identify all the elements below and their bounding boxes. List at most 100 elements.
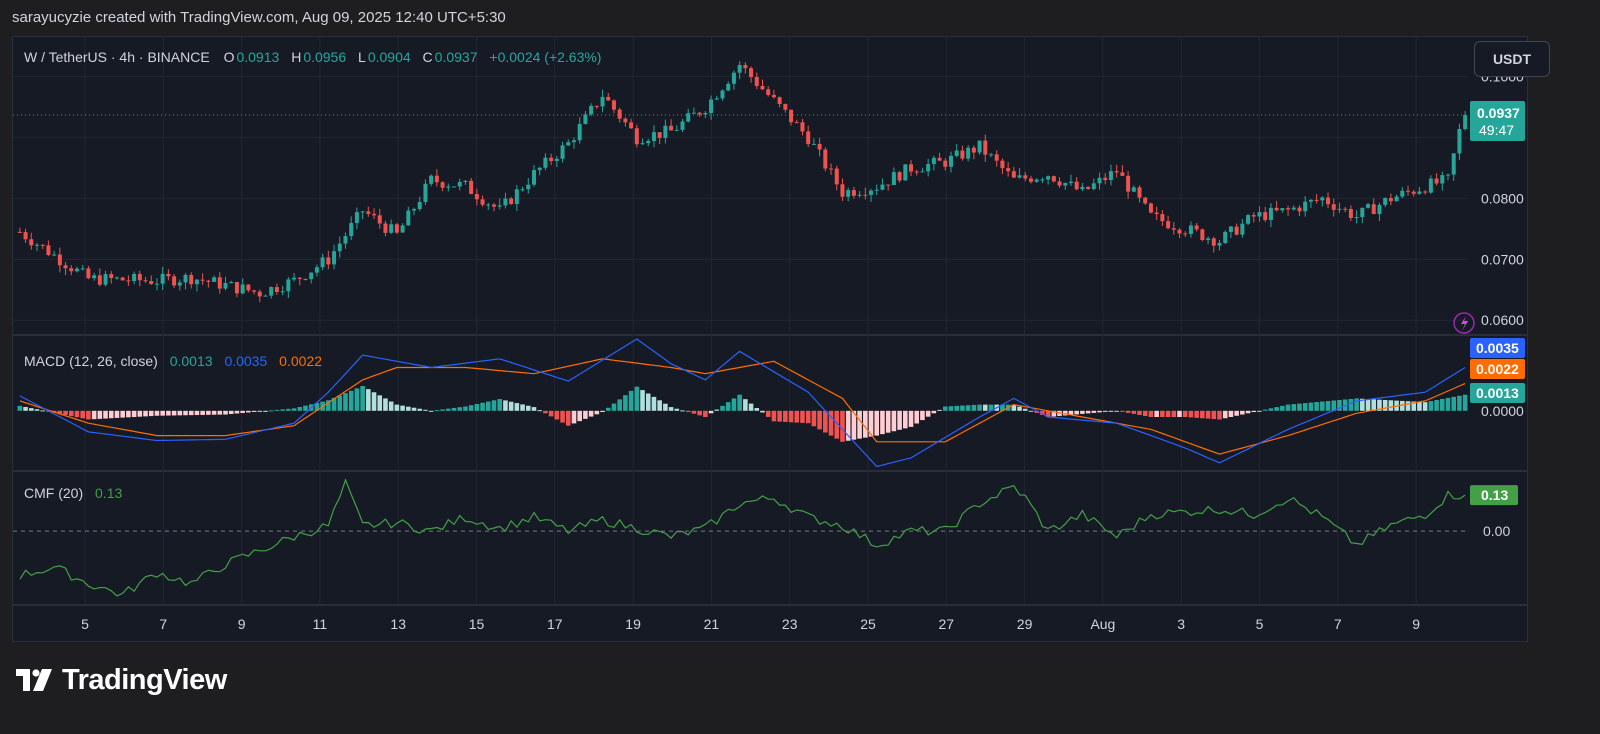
candle-body [34,244,39,246]
candle-body [269,287,274,296]
candle-body [611,100,616,110]
candle-body [949,155,954,167]
macd-histogram-bar [1291,404,1297,411]
macd-histogram-bar [1102,410,1108,412]
macd-histogram-bar [537,410,542,412]
candle-body [646,140,651,144]
low-label: L [358,49,366,65]
macd-histogram-bar [880,410,885,435]
macd-histogram-bar [777,410,782,422]
candle-body [783,103,788,110]
candle-body [726,83,731,91]
candle-body [794,122,799,124]
time-tick-label: 7 [1334,616,1342,632]
candle-body [1400,190,1405,197]
macd-histogram-bar [28,408,34,411]
candle-body [492,204,497,207]
time-tick-label: 17 [547,616,563,632]
candle-body [1126,175,1131,192]
candle-body [1177,229,1182,234]
candle-body [1217,242,1222,246]
macd-histogram-bar [183,410,188,416]
macd-histogram-bar [1240,410,1245,415]
macd-line-value: 0.0035 [224,353,268,369]
candle-body [1286,208,1291,210]
candle-body [1417,191,1422,194]
time-tick-label: 9 [1412,616,1420,632]
candle-body [74,268,79,272]
candle-body [1120,172,1125,176]
time-tick-label: Aug [1090,616,1115,632]
macd-histogram-bar [868,410,874,437]
macd-histogram-bar [663,403,668,411]
macd-histogram-bar [131,410,137,417]
macd-histogram-bar [908,410,914,427]
candle-body [651,132,656,141]
chart-frame[interactable]: 0.10000.08000.07000.06005791113151719212… [12,36,1550,642]
macd-histogram-bar [154,410,160,416]
candle-body [57,254,62,266]
macd-histogram-bar [1200,410,1205,419]
candle-body [1194,225,1199,230]
macd-histogram-bar [1314,402,1319,411]
candle-body [1303,201,1308,212]
macd-histogram-bar [228,410,234,415]
candle-body [737,64,742,73]
candle-body [766,89,771,95]
candle-body [714,98,719,100]
macd-histogram-bar [1440,398,1445,411]
macd-histogram-bar [788,410,794,423]
macd-histogram-bar [743,399,748,411]
candle-body [1268,207,1273,221]
time-tick-label: 3 [1177,616,1185,632]
macd-histogram-bar [1245,410,1251,414]
candle-body [1377,204,1382,215]
macd-histogram-bar [217,410,223,415]
candle-body [1143,197,1148,204]
macd-histogram-bar [1337,399,1342,411]
candle-body [1348,208,1353,219]
macd-histogram-bar [1257,410,1262,412]
candle-body [537,167,542,171]
candle-body [577,123,582,141]
candle-body [731,72,736,84]
candle-body [1211,238,1216,246]
lightning-icon [1453,312,1475,334]
last-price-badge-value: 0.0937 [1477,105,1520,121]
candle-body [931,157,936,165]
candle-body [212,277,217,282]
chart-canvas[interactable]: 0.10000.08000.07000.06005791113151719212… [13,37,1527,641]
candle-body [286,279,291,292]
candle-body [1406,190,1411,192]
candle-body [223,283,228,289]
macd-histogram-bar [360,386,365,411]
macd-histogram-bar [771,410,777,422]
candle-body [920,171,925,173]
macd-histogram-bar [34,409,40,411]
macd-histogram-bar [91,410,97,420]
candle-body [40,244,45,246]
candle-body [69,268,74,272]
macd-histogram-bar [1262,409,1268,411]
candle-body [1308,199,1313,202]
macd-histogram-bar [1417,401,1422,411]
candle-body [80,268,85,270]
currency-button[interactable]: USDT [1474,41,1550,77]
candle-body [674,129,679,131]
candle-body [17,231,22,233]
macd-histogram-bar [737,394,742,411]
open-label: O [223,49,235,65]
macd-histogram-bar [1194,410,1199,418]
candle-body [691,112,696,114]
macd-histogram-bar [1182,410,1188,417]
macd-histogram-bar [148,410,154,417]
macd-histogram-bar [326,400,331,411]
candle-body [240,284,245,294]
macd-histogram-bar [137,410,143,417]
candle-body [137,273,142,281]
candle-body [234,282,239,294]
candle-body [1451,153,1456,175]
candle-body [469,180,474,194]
macd-histogram-bar [914,410,920,424]
macd-histogram-bar [463,406,468,411]
